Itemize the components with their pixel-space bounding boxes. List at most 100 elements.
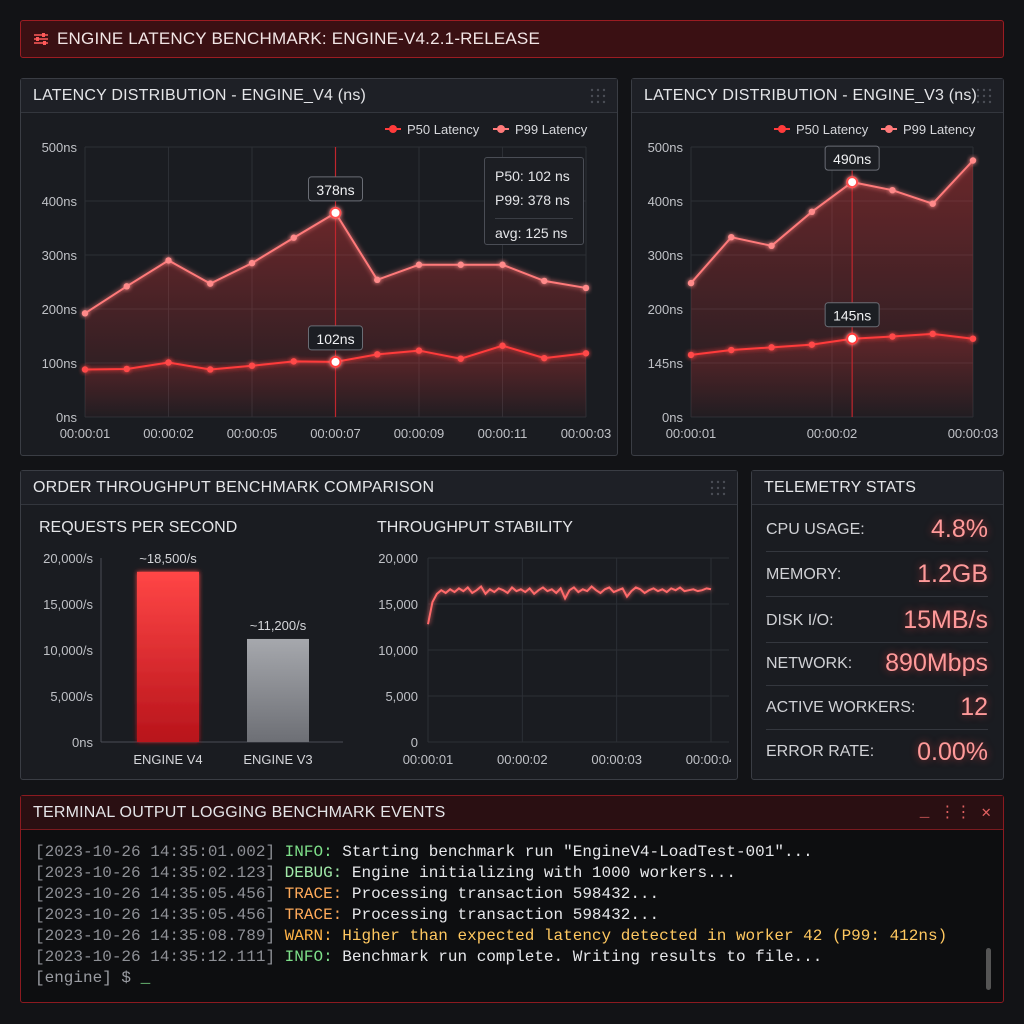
terminal-prompt-line[interactable]: [engine] $ _	[35, 968, 989, 989]
tooltip-avg: avg: 125 ns	[495, 225, 568, 241]
minimize-icon[interactable]: _	[919, 803, 930, 821]
latency-v3-title: LATENCY DISTRIBUTION - ENGINE_V3 (ns)	[644, 86, 978, 104]
disk-value: 15MB/s	[903, 606, 988, 634]
y-tick-label: 200ns	[648, 302, 684, 317]
telemetry-row-workers: ACTIVE WORKERS: 12	[766, 686, 988, 730]
log-timestamp: [2023-10-26 14:35:01.002]	[35, 843, 276, 861]
legend-p50-label: P50 Latency	[796, 122, 869, 137]
p50-point	[374, 351, 381, 358]
p50-point	[81, 366, 89, 373]
bar-engine-v3	[247, 638, 309, 742]
x-tick-label: 00:00:11	[478, 426, 528, 441]
y-tick-label: 400ns	[648, 194, 684, 209]
x-tick-label: 00:00:02	[143, 426, 194, 441]
sliders-icon	[34, 33, 48, 45]
y-tick-label: 5,000/s	[50, 689, 93, 704]
throughput-series-line	[427, 585, 712, 625]
close-icon[interactable]: ✕	[981, 804, 991, 822]
x-tick-label: 00:00:01	[403, 752, 454, 767]
p99-point	[165, 257, 172, 264]
grid-icon[interactable]: ⋮⋮	[939, 804, 972, 822]
log-message: Processing transaction 598432...	[351, 906, 660, 924]
log-level: TRACE:	[284, 885, 343, 903]
p99-callout: 378ns	[316, 182, 354, 198]
terminal-controls: _ ⋮⋮ ✕	[920, 802, 991, 822]
p50-point	[582, 350, 590, 357]
y-tick-label: 0	[411, 735, 418, 750]
log-line: [2023-10-26 14:35:05.456] TRACE: Process…	[35, 905, 989, 926]
disk-label: DISK I/O:	[766, 611, 834, 629]
p50-point	[457, 355, 464, 362]
y-tick-label: 400ns	[42, 194, 78, 209]
title-bar: ENGINE LATENCY BENCHMARK: ENGINE-V4.2.1-…	[20, 20, 1004, 58]
cpu-label: CPU USAGE:	[766, 520, 865, 538]
drag-handle-icon[interactable]	[975, 87, 993, 105]
network-label: NETWORK:	[766, 654, 853, 672]
drag-handle-icon[interactable]	[709, 479, 727, 497]
p99-point	[81, 310, 89, 317]
log-timestamp: [2023-10-26 14:35:08.789]	[35, 927, 276, 945]
terminal-scrollbar[interactable]	[986, 948, 991, 990]
p99-point	[541, 277, 548, 285]
terminal-cursor: _	[140, 969, 151, 987]
latency-v4-panel: LATENCY DISTRIBUTION - ENGINE_V4 (ns) P5…	[20, 78, 618, 456]
log-line: [2023-10-26 14:35:02.123] DEBUG: Engine …	[35, 863, 989, 884]
y-tick-label: 0ns	[662, 410, 683, 425]
telemetry-header: TELEMETRY STATS	[752, 471, 1003, 505]
log-message: Processing transaction 598432...	[351, 885, 660, 903]
network-value: 890Mbps	[885, 649, 988, 677]
p50-point	[969, 335, 977, 342]
p50-point	[290, 358, 297, 365]
p50-point	[808, 341, 816, 348]
latency-v3-chart: P50 Latency P99 Latency 0ns 145ns 200ns 300…	[648, 122, 999, 441]
y-tick-label: 200ns	[42, 302, 78, 317]
p99-point	[329, 206, 342, 219]
p50-point	[499, 342, 506, 349]
x-tick-label: 00:00:07	[310, 426, 361, 441]
p50-series-line	[690, 332, 974, 356]
p50-point	[541, 354, 548, 362]
x-tick-label: 00:00:02	[807, 426, 858, 441]
p99-series-line	[690, 159, 974, 284]
terminal-panel: TERMINAL OUTPUT LOGGING BENCHMARK EVENTS…	[20, 795, 1004, 1003]
rps-title: REQUESTS PER SECOND	[39, 519, 238, 536]
y-tick-label: 100ns	[42, 356, 78, 371]
bar-data-label: ~11,200/s	[250, 618, 307, 633]
y-tick-label: 15,000	[378, 597, 418, 612]
tooltip-p50: P50: 102 ns	[495, 168, 570, 184]
telemetry-row-disk: DISK I/O: 15MB/s	[766, 599, 988, 643]
log-line: [2023-10-26 14:35:08.789] WARN: Higher t…	[35, 926, 989, 947]
telemetry-row-error: ERROR RATE: 0.00%	[766, 730, 988, 774]
drag-handle-icon[interactable]	[589, 87, 607, 105]
p50-point	[248, 362, 256, 369]
p99-point	[457, 261, 464, 268]
y-tick-label: 0ns	[72, 735, 93, 750]
p50-point	[889, 333, 896, 340]
terminal-title: TERMINAL OUTPUT LOGGING BENCHMARK EVENTS	[33, 803, 446, 821]
p50-point	[929, 330, 936, 338]
x-tick-label: 00:00:01	[666, 426, 717, 441]
bar-data-label: ~18,500/s	[139, 551, 197, 566]
latency-v3-header: LATENCY DISTRIBUTION - ENGINE_V3 (ns)	[632, 79, 1003, 113]
legend-p50-label: P50 Latency	[407, 122, 480, 137]
p99-callout: 490ns	[833, 151, 871, 167]
terminal-body[interactable]: [2023-10-26 14:35:01.002] INFO: Starting…	[21, 830, 1003, 1001]
p99-point	[582, 284, 590, 292]
y-tick-label: 15,000/s	[43, 597, 93, 612]
latency-v3-panel: LATENCY DISTRIBUTION - ENGINE_V3 (ns) P5…	[631, 78, 1004, 456]
bar-engine-v4	[137, 571, 199, 742]
x-tick-label: ENGINE V3	[243, 752, 312, 767]
p99-point	[969, 157, 977, 164]
p99-point	[415, 261, 423, 268]
x-tick-label: 00:00:01	[60, 426, 111, 441]
p99-point	[207, 280, 214, 287]
p99-point	[929, 200, 936, 207]
p50-point	[415, 347, 423, 354]
y-tick-label: 20,000/s	[43, 551, 93, 566]
p50-point	[846, 332, 859, 345]
cpu-value: 4.8%	[931, 515, 988, 543]
terminal-header: TERMINAL OUTPUT LOGGING BENCHMARK EVENTS	[21, 796, 1003, 830]
p50-point	[329, 355, 342, 368]
latency-v4-header: LATENCY DISTRIBUTION - ENGINE_V4 (ns)	[21, 79, 617, 113]
p99-point	[687, 279, 695, 287]
